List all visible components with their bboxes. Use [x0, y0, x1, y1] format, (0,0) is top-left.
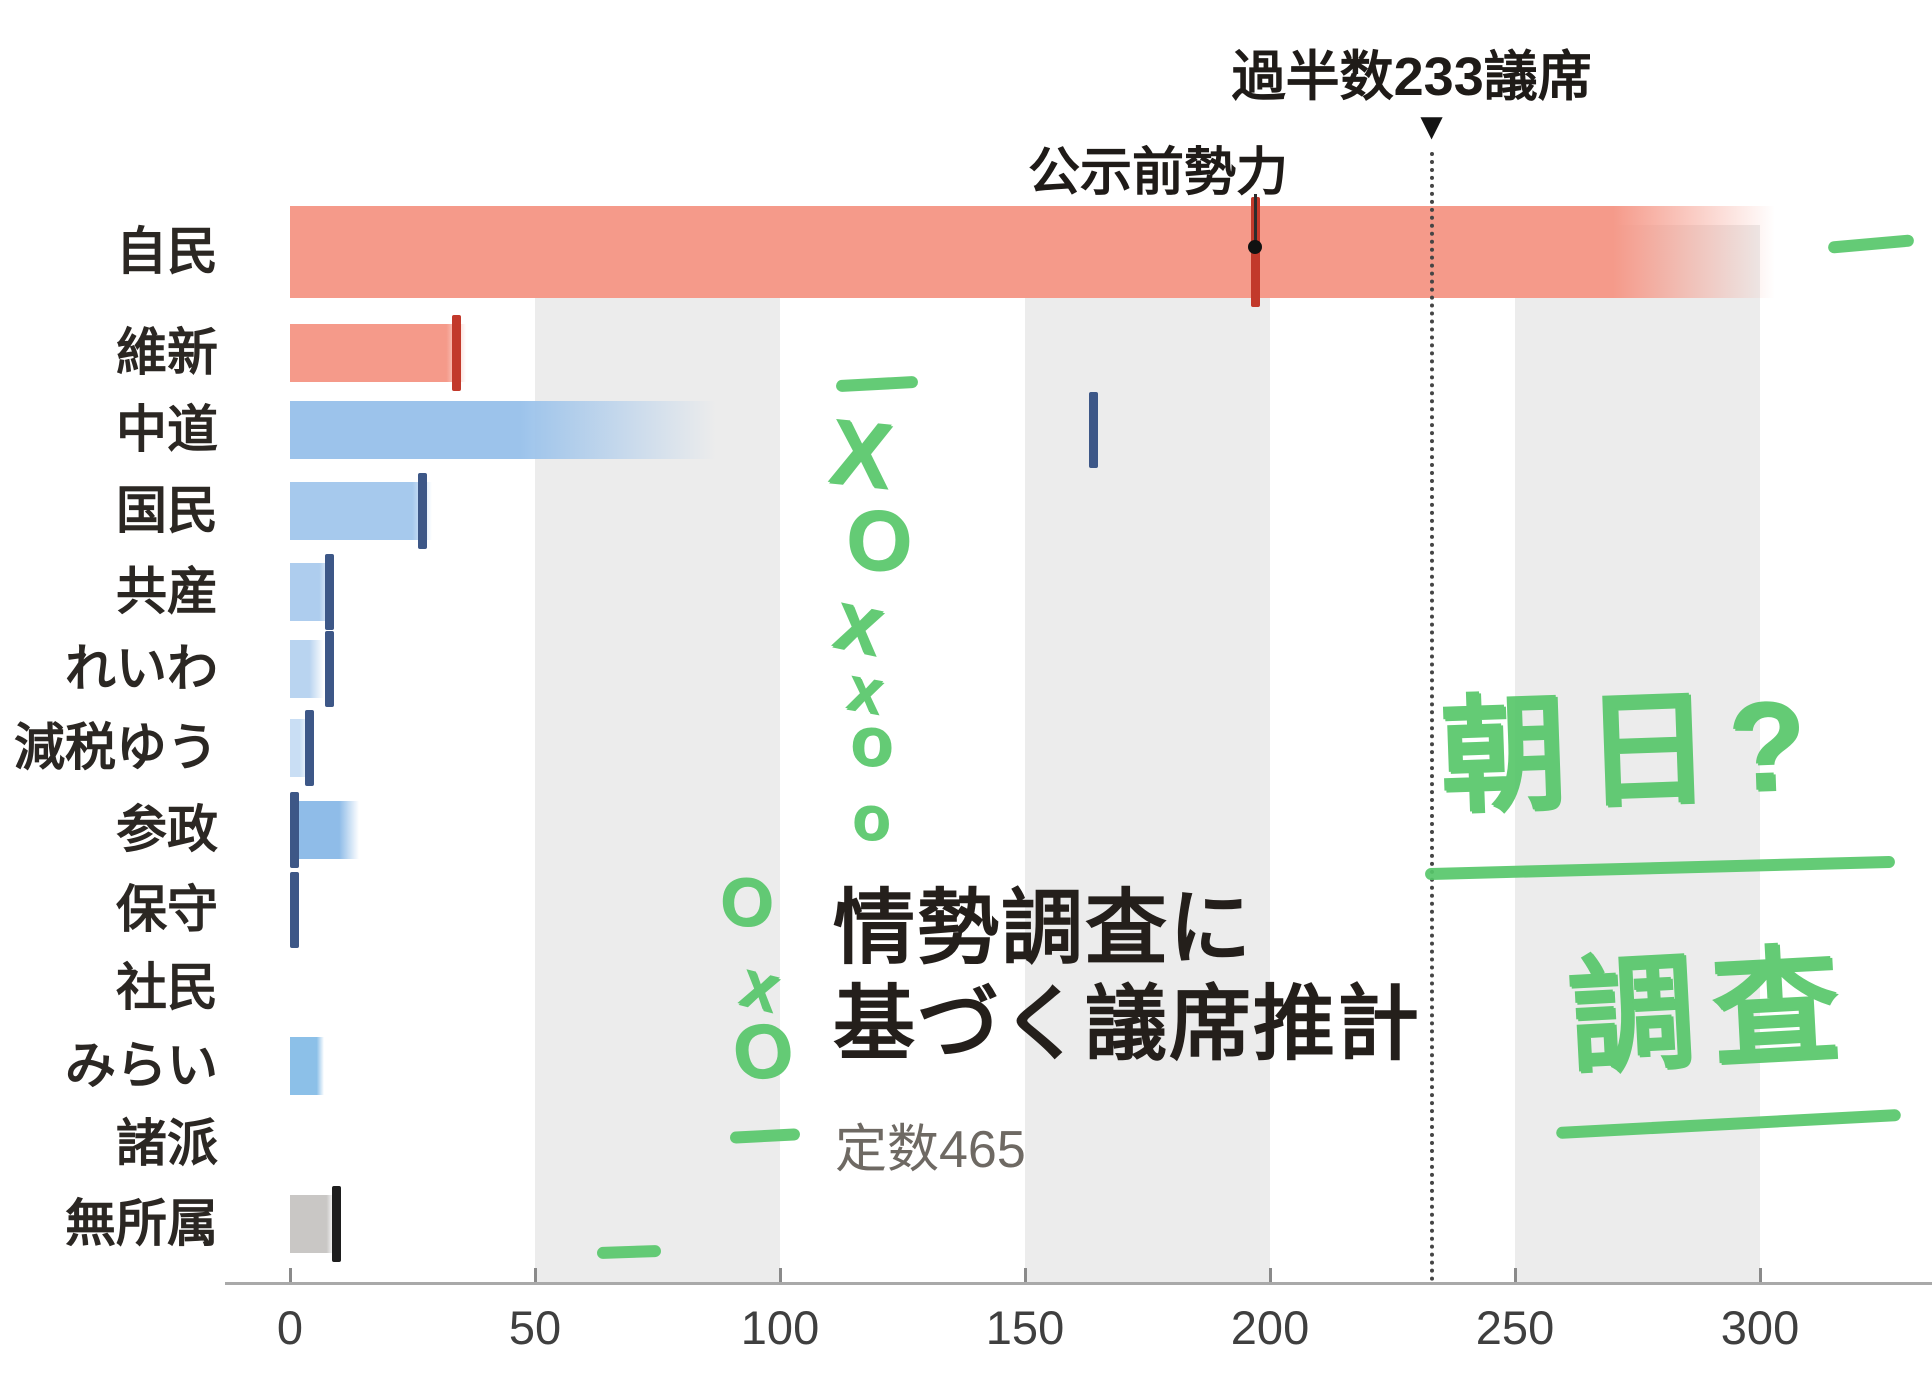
chart-subtitle-total-seats: 定数465: [835, 1121, 1026, 1179]
handwritten-dash-mark: [835, 375, 919, 393]
x-axis-tick: [778, 1268, 782, 1282]
x-axis-tick-label: 50: [508, 1301, 562, 1354]
party-label: 諸派: [115, 1115, 218, 1172]
projection-bar: [290, 640, 325, 698]
party-label: 自民: [115, 223, 218, 280]
party-label: 無所属: [64, 1195, 218, 1252]
x-axis-tick-label: 250: [1475, 1301, 1555, 1354]
handwritten-grade-mark: X: [824, 400, 897, 508]
handwritten-grade-mark: O: [720, 864, 773, 940]
projection-bar: [290, 206, 1775, 298]
party-label: 国民: [115, 482, 218, 539]
party-label: 社民: [115, 959, 218, 1016]
x-axis-tick: [533, 1268, 537, 1282]
pre-election-tick: [290, 792, 300, 868]
grid-band: [1025, 225, 1270, 1282]
projection-bar: [290, 1195, 335, 1253]
pre-election-annotation-label: 公示前勢力: [1027, 144, 1288, 202]
grid-band: [535, 225, 780, 1282]
chart-title-line1: 情勢調査に: [833, 883, 1254, 974]
projection-bar: [290, 482, 433, 540]
majority-dotted-line: [1429, 152, 1434, 1282]
party-label: 保守: [115, 881, 218, 938]
pre-election-tick: [452, 315, 462, 391]
pre-election-tick: [1089, 392, 1099, 468]
x-axis-tick: [288, 1268, 292, 1282]
x-axis-tick: [1513, 1268, 1517, 1282]
pre-election-tick: [324, 554, 334, 630]
x-axis-tick-label: 200: [1230, 1301, 1310, 1354]
handwritten-text: 朝日?: [1437, 673, 1826, 828]
grid-band: [1515, 225, 1760, 1282]
pre-election-tick: [324, 631, 334, 707]
handwritten-dash-mark: [1827, 234, 1915, 254]
x-axis-tick: [1758, 1268, 1762, 1282]
pre-election-tick: [332, 1186, 342, 1262]
party-label: 参政: [115, 801, 218, 858]
pre-election-leader-line: [1253, 194, 1257, 244]
handwritten-grade-mark: O: [727, 1005, 798, 1098]
x-axis-line: [225, 1282, 1932, 1285]
x-axis-tick-label: 150: [985, 1301, 1065, 1354]
projection-bar: [290, 401, 717, 459]
pre-election-tick: [417, 473, 427, 549]
party-label: 維新: [115, 324, 218, 381]
party-label: れいわ: [64, 640, 218, 697]
party-label: 共産: [115, 563, 218, 620]
majority-annotation-label: 過半数233議席: [1231, 47, 1592, 107]
handwritten-grade-mark: O: [846, 493, 912, 587]
party-label: 中道: [115, 401, 218, 458]
projection-bar: [290, 324, 467, 382]
pre-election-tick: [305, 710, 315, 786]
x-axis-tick-label: 300: [1720, 1301, 1800, 1354]
pre-election-leader-dot: [1248, 240, 1263, 254]
handwritten-text: 調査: [1564, 932, 1860, 1089]
projection-bar: [290, 1037, 325, 1095]
majority-marker-triangle-icon: ▼: [1412, 106, 1451, 148]
handwritten-dash-mark: [596, 1244, 662, 1260]
x-axis-tick-label: 0: [276, 1301, 304, 1354]
chart-title-line2: 基づく議席推計: [833, 979, 1422, 1070]
x-axis-tick-label: 100: [740, 1301, 820, 1354]
x-axis-tick: [1023, 1268, 1027, 1282]
x-axis-tick: [1268, 1268, 1272, 1282]
pre-election-tick: [290, 872, 300, 948]
handwritten-dash-mark: [729, 1128, 801, 1144]
projection-bar: [290, 801, 359, 859]
handwritten-grade-mark: o: [850, 702, 893, 780]
party-label: みらい: [64, 1037, 218, 1094]
handwritten-grade-mark: o: [852, 784, 890, 853]
party-label: 減税ゆう: [13, 719, 218, 776]
projection-bar: [290, 719, 310, 777]
